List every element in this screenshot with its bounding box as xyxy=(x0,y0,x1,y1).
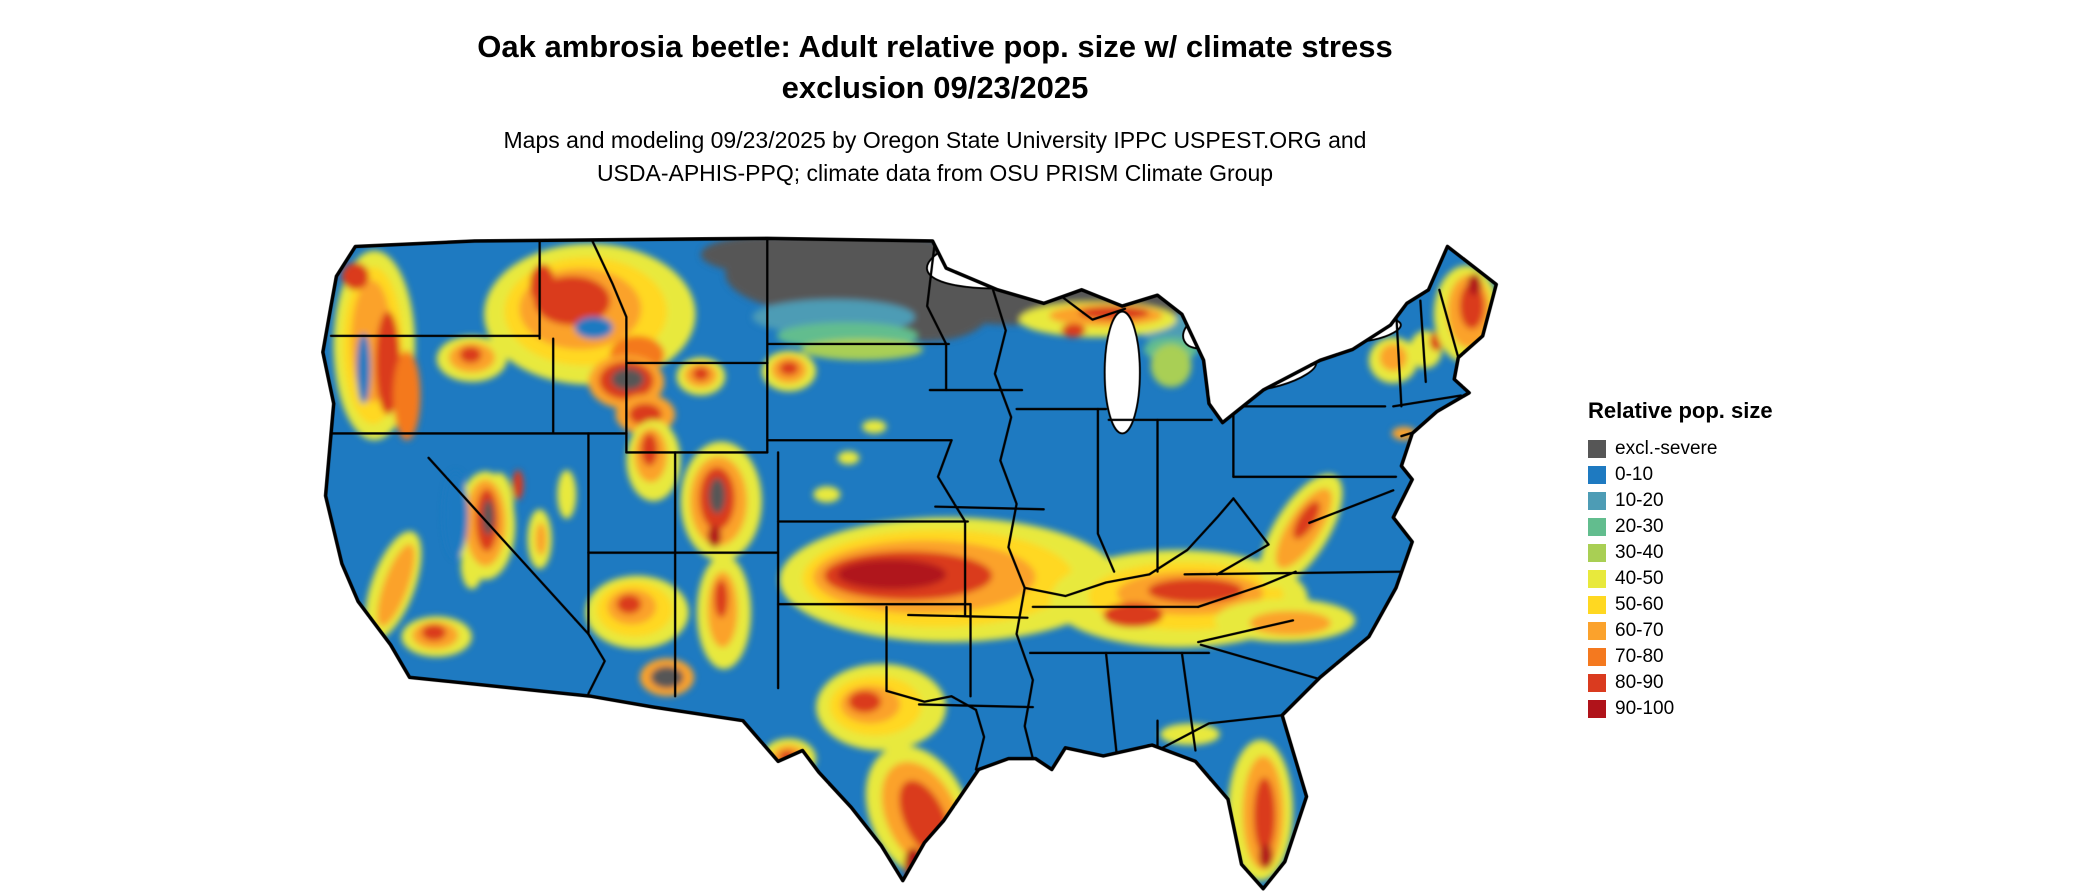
population-region xyxy=(714,579,728,618)
population-region xyxy=(641,433,658,466)
population-region xyxy=(377,544,415,627)
legend-label: excl.-severe xyxy=(1615,438,1718,459)
page-title-line2: exclusion 09/23/2025 xyxy=(781,70,1089,105)
population-region xyxy=(616,594,642,614)
population-region xyxy=(611,368,644,391)
lake-michigan-shape xyxy=(1103,310,1141,435)
population-region xyxy=(813,486,841,503)
legend-label: 60-70 xyxy=(1615,620,1664,641)
population-region xyxy=(443,471,468,559)
subtitle-block: Maps and modeling 09/23/2025 by Oregon S… xyxy=(0,124,1870,190)
population-region xyxy=(707,525,722,548)
population-region xyxy=(1148,578,1243,603)
population-region xyxy=(629,403,662,426)
population-region xyxy=(482,499,494,536)
population-region xyxy=(574,316,613,339)
population-region xyxy=(1249,610,1331,636)
population-region xyxy=(459,346,482,363)
population-region xyxy=(708,478,726,514)
legend-entry: 40-50 xyxy=(1588,566,1773,592)
legend-label: 80-90 xyxy=(1615,672,1664,693)
legend-entry: 30-40 xyxy=(1588,540,1773,566)
population-region xyxy=(801,338,924,361)
population-region xyxy=(393,350,421,441)
legend-label: 30-40 xyxy=(1615,542,1664,563)
legend-label: 20-30 xyxy=(1615,516,1664,537)
population-regions xyxy=(333,238,1497,881)
legend-entry: 80-90 xyxy=(1588,670,1773,696)
legend-color-swatch xyxy=(1588,544,1606,562)
population-region xyxy=(779,361,799,376)
population-region xyxy=(1061,323,1086,338)
legend-label: 50-60 xyxy=(1615,594,1664,615)
legend-entry: 10-20 xyxy=(1588,488,1773,514)
population-region xyxy=(1103,602,1163,628)
legend-label: 40-50 xyxy=(1615,568,1664,589)
legend-entry: 60-70 xyxy=(1588,618,1773,644)
legend-entry: 90-100 xyxy=(1588,696,1773,722)
population-region xyxy=(421,624,447,641)
legend-entry: excl.-severe xyxy=(1588,436,1773,462)
population-region xyxy=(557,470,577,519)
population-region xyxy=(530,264,555,305)
population-region xyxy=(1467,273,1482,296)
population-region xyxy=(848,690,882,713)
legend-color-swatch xyxy=(1588,596,1606,614)
legend-color-swatch xyxy=(1588,570,1606,588)
population-region xyxy=(1293,501,1320,540)
legend-label: 70-80 xyxy=(1615,646,1664,667)
legend-color-swatch xyxy=(1588,674,1606,692)
subtitle-line2: USDA-APHIS-PPQ; climate data from OSU PR… xyxy=(596,160,1274,186)
legend-entry: 0-10 xyxy=(1588,462,1773,488)
population-region xyxy=(837,451,860,465)
population-region xyxy=(535,522,547,556)
us-map xyxy=(321,236,1498,891)
legend-title: Relative pop. size xyxy=(1588,398,1773,423)
legend-color-swatch xyxy=(1588,518,1606,536)
population-region xyxy=(356,333,371,404)
legend-entries: excl.-severe 0-10 10-20 20-30 30-40 40-50 50-6… xyxy=(1588,436,1773,722)
legend-entry: 50-60 xyxy=(1588,592,1773,618)
subtitle-line1: Maps and modeling 09/23/2025 by Oregon S… xyxy=(503,127,1367,153)
legend-color-swatch xyxy=(1588,492,1606,510)
legend-color-swatch xyxy=(1588,622,1606,640)
legend-entry: 70-80 xyxy=(1588,644,1773,670)
state-borders xyxy=(324,238,1463,771)
legend-entry: 20-30 xyxy=(1588,514,1773,540)
population-region xyxy=(650,666,684,689)
title-block: Oak ambrosia beetle: Adult relative pop.… xyxy=(0,26,1870,190)
population-region xyxy=(512,470,524,500)
population-region xyxy=(1259,843,1273,869)
population-region xyxy=(862,419,887,434)
map-container xyxy=(312,230,1545,892)
population-region xyxy=(1150,343,1192,388)
map-raster xyxy=(322,238,1497,889)
legend-color-swatch xyxy=(1588,440,1606,458)
population-region xyxy=(1459,283,1485,330)
legend-color-swatch xyxy=(1588,466,1606,484)
page-title-line1: Oak ambrosia beetle: Adult relative pop.… xyxy=(477,29,1393,64)
population-region xyxy=(1253,777,1276,854)
legend-label: 10-20 xyxy=(1615,490,1664,511)
legend-color-swatch xyxy=(1588,700,1606,718)
legend-label: 0-10 xyxy=(1615,464,1654,485)
population-region xyxy=(1379,343,1407,372)
population-region xyxy=(341,262,369,290)
population-region xyxy=(700,238,859,275)
population-region xyxy=(692,367,709,381)
legend-color-swatch xyxy=(1588,648,1606,666)
legend-label: 90-100 xyxy=(1615,698,1675,719)
legend: Relative pop. size excl.-severe 0-10 10-20… xyxy=(1588,398,1773,722)
population-region xyxy=(837,559,947,590)
